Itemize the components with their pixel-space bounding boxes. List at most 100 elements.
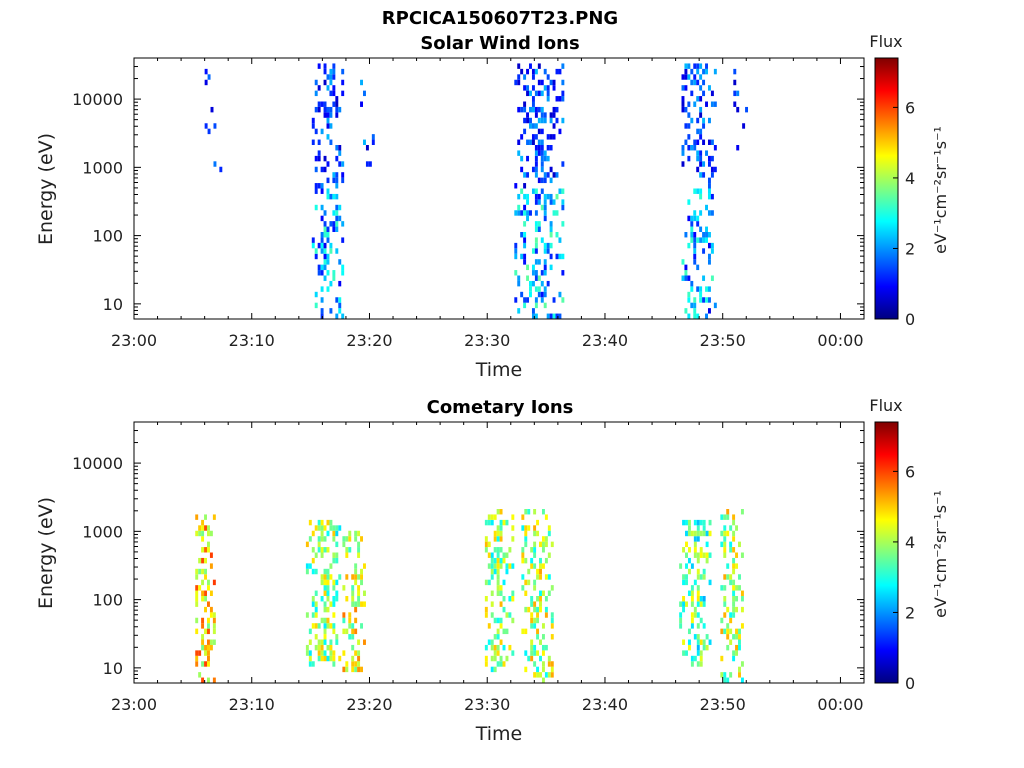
flux-cell bbox=[195, 596, 199, 602]
flux-cell bbox=[195, 628, 199, 635]
flux-cell bbox=[696, 639, 700, 645]
flux-cell bbox=[360, 101, 363, 107]
flux-cell bbox=[308, 563, 312, 569]
flux-cell bbox=[690, 596, 694, 602]
flux-cell bbox=[693, 188, 697, 194]
flux-cell bbox=[543, 259, 547, 265]
flux-cell bbox=[696, 644, 700, 651]
flux-cell bbox=[687, 547, 691, 553]
flux-cell bbox=[537, 259, 541, 265]
flux-cell bbox=[332, 557, 336, 564]
flux-cell bbox=[499, 509, 503, 515]
flux-cell bbox=[335, 96, 339, 102]
flux-cell bbox=[534, 134, 538, 140]
flux-cell bbox=[549, 177, 553, 184]
flux-cell bbox=[326, 259, 330, 265]
flux-cell bbox=[493, 568, 497, 575]
flux-cell bbox=[317, 63, 321, 69]
flux-cell bbox=[484, 612, 488, 618]
panel-title: Cometary Ions bbox=[427, 397, 574, 418]
flux-cell bbox=[702, 123, 706, 129]
x-tick-label: 00:00 bbox=[817, 695, 863, 714]
flux-cell bbox=[684, 123, 688, 129]
flux-cell bbox=[537, 193, 541, 200]
flux-cell bbox=[317, 270, 321, 276]
flux-cell bbox=[207, 541, 210, 548]
flux-cell bbox=[531, 106, 535, 113]
flux-cell bbox=[534, 150, 538, 156]
flux-cell bbox=[699, 237, 703, 243]
flux-cell bbox=[204, 547, 207, 553]
flux-cell bbox=[699, 193, 703, 200]
flux-cell bbox=[511, 617, 515, 624]
flux-cell bbox=[195, 574, 199, 580]
flux-cell bbox=[555, 193, 559, 200]
flux-cell bbox=[682, 601, 686, 607]
flux-cell bbox=[520, 253, 524, 260]
flux-cell bbox=[317, 85, 321, 91]
flux-cell bbox=[314, 106, 318, 113]
flux-cell bbox=[323, 601, 327, 607]
flux-cell bbox=[555, 210, 559, 216]
flux-cell bbox=[696, 68, 700, 75]
flux-cell bbox=[354, 661, 358, 667]
flux-cell bbox=[314, 79, 318, 86]
flux-cell bbox=[499, 557, 503, 564]
flux-cell bbox=[320, 579, 324, 586]
flux-cell bbox=[726, 634, 730, 640]
flux-cell bbox=[685, 519, 688, 526]
flux-cell bbox=[209, 639, 213, 645]
flux-cell bbox=[705, 286, 708, 292]
flux-cell bbox=[204, 68, 208, 75]
flux-cell bbox=[707, 117, 711, 124]
flux-cell bbox=[524, 530, 528, 537]
flux-cell bbox=[529, 117, 532, 124]
flux-cell bbox=[540, 280, 544, 287]
flux-cell bbox=[533, 661, 537, 667]
flux-cell bbox=[541, 563, 545, 569]
flux-cell bbox=[720, 585, 724, 591]
flux-cell bbox=[558, 68, 562, 75]
flux-cell bbox=[332, 221, 336, 227]
flux-cell bbox=[726, 574, 730, 580]
flux-cell bbox=[514, 242, 518, 249]
flux-cell bbox=[335, 221, 339, 227]
flux-cell bbox=[490, 639, 494, 645]
flux-cell bbox=[335, 525, 339, 531]
flux-cell bbox=[323, 275, 327, 281]
y-tick-label: 10000 bbox=[72, 454, 123, 473]
flux-cell bbox=[354, 650, 358, 656]
flux-cell bbox=[526, 90, 530, 97]
flux-cell bbox=[484, 596, 488, 602]
flux-cell bbox=[682, 547, 686, 553]
flux-cell bbox=[549, 117, 553, 124]
flux-cell bbox=[490, 568, 494, 575]
flux-cell bbox=[484, 536, 488, 542]
flux-cell bbox=[534, 226, 538, 232]
flux-cell bbox=[493, 655, 497, 662]
flux-cell bbox=[533, 541, 537, 548]
flux-cell bbox=[314, 601, 318, 607]
flux-cell bbox=[523, 172, 527, 178]
flux-cell bbox=[745, 106, 749, 113]
flux-cell bbox=[705, 552, 709, 558]
flux-cell bbox=[549, 166, 553, 173]
flux-cell bbox=[742, 123, 746, 129]
flux-cell bbox=[699, 210, 703, 216]
flux-cell bbox=[687, 568, 691, 575]
flux-cell bbox=[536, 634, 540, 640]
flux-cell bbox=[219, 166, 223, 173]
flux-cell bbox=[332, 177, 336, 184]
flux-cell bbox=[687, 215, 691, 222]
flux-cell bbox=[204, 79, 208, 86]
flux-cell bbox=[209, 530, 213, 537]
flux-cell bbox=[496, 563, 500, 569]
flux-cell bbox=[705, 204, 708, 211]
flux-cell bbox=[527, 568, 531, 575]
flux-cell bbox=[521, 514, 525, 520]
flux-cell bbox=[732, 650, 736, 656]
flux-cell bbox=[354, 536, 358, 542]
flux-cell bbox=[499, 639, 503, 645]
flux-cell bbox=[511, 514, 515, 520]
flux-cell bbox=[685, 574, 688, 580]
